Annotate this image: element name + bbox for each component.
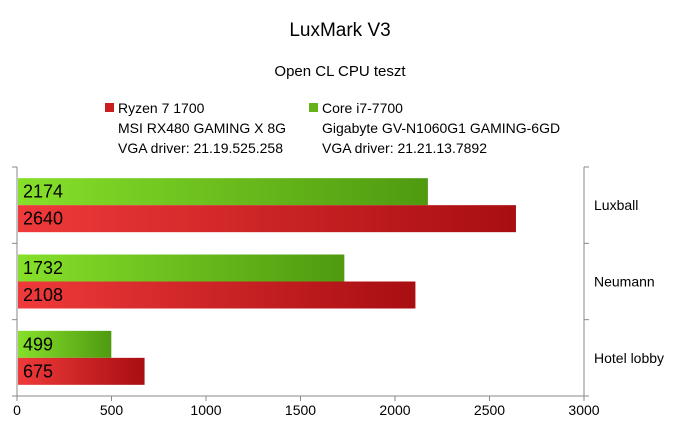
legend-driver-ryzen: VGA driver: 21.19.525.258	[118, 140, 283, 156]
category-label: Neumann	[594, 274, 655, 290]
x-tick-label: 1500	[285, 402, 316, 418]
x-tick-label: 3000	[568, 402, 599, 418]
category-label: Luxball	[594, 197, 638, 213]
legend-swatch-core	[309, 103, 318, 112]
category-label: Hotel lobby	[594, 350, 664, 366]
data-label: 2640	[23, 209, 63, 229]
x-tick-label: 500	[100, 402, 124, 418]
chart-subtitle: Open CL CPU teszt	[274, 63, 406, 80]
bar	[18, 357, 145, 385]
legend-label-ryzen: Ryzen 7 1700	[118, 100, 205, 116]
legend-gpu-core: Gigabyte GV-N1060G1 GAMING-6GD	[322, 120, 561, 136]
x-tick-label: 2000	[379, 402, 410, 418]
x-tick-label: 0	[13, 402, 21, 418]
bar	[18, 330, 112, 358]
legend-driver-core: VGA driver: 21.21.13.7892	[322, 140, 487, 156]
plot-area: 0 500 1000 1500 2000 2500 3000 2174 2640 Luxball 1…	[12, 166, 664, 418]
data-label: 499	[23, 334, 53, 354]
bar	[18, 281, 416, 309]
bar	[18, 205, 516, 233]
legend-label-core: Core i7-7700	[322, 100, 403, 116]
data-label: 675	[23, 361, 53, 381]
x-tick-label: 2500	[474, 402, 505, 418]
legend-swatch-ryzen	[105, 103, 114, 112]
data-label: 2108	[23, 285, 63, 305]
data-label: 1732	[23, 258, 63, 278]
bar	[18, 254, 345, 282]
chart-title: LuxMark V3	[289, 20, 391, 41]
data-label: 2174	[23, 182, 63, 202]
legend-entry-ryzen: Ryzen 7 1700 MSI RX480 GAMING X 8G VGA d…	[105, 98, 287, 158]
x-tick-label: 1000	[190, 402, 221, 418]
legend-gpu-ryzen: MSI RX480 GAMING X 8G	[118, 120, 287, 136]
legend-entry-core: Core i7-7700 Gigabyte GV-N1060G1 GAMING-…	[309, 98, 561, 158]
bar	[18, 178, 428, 206]
